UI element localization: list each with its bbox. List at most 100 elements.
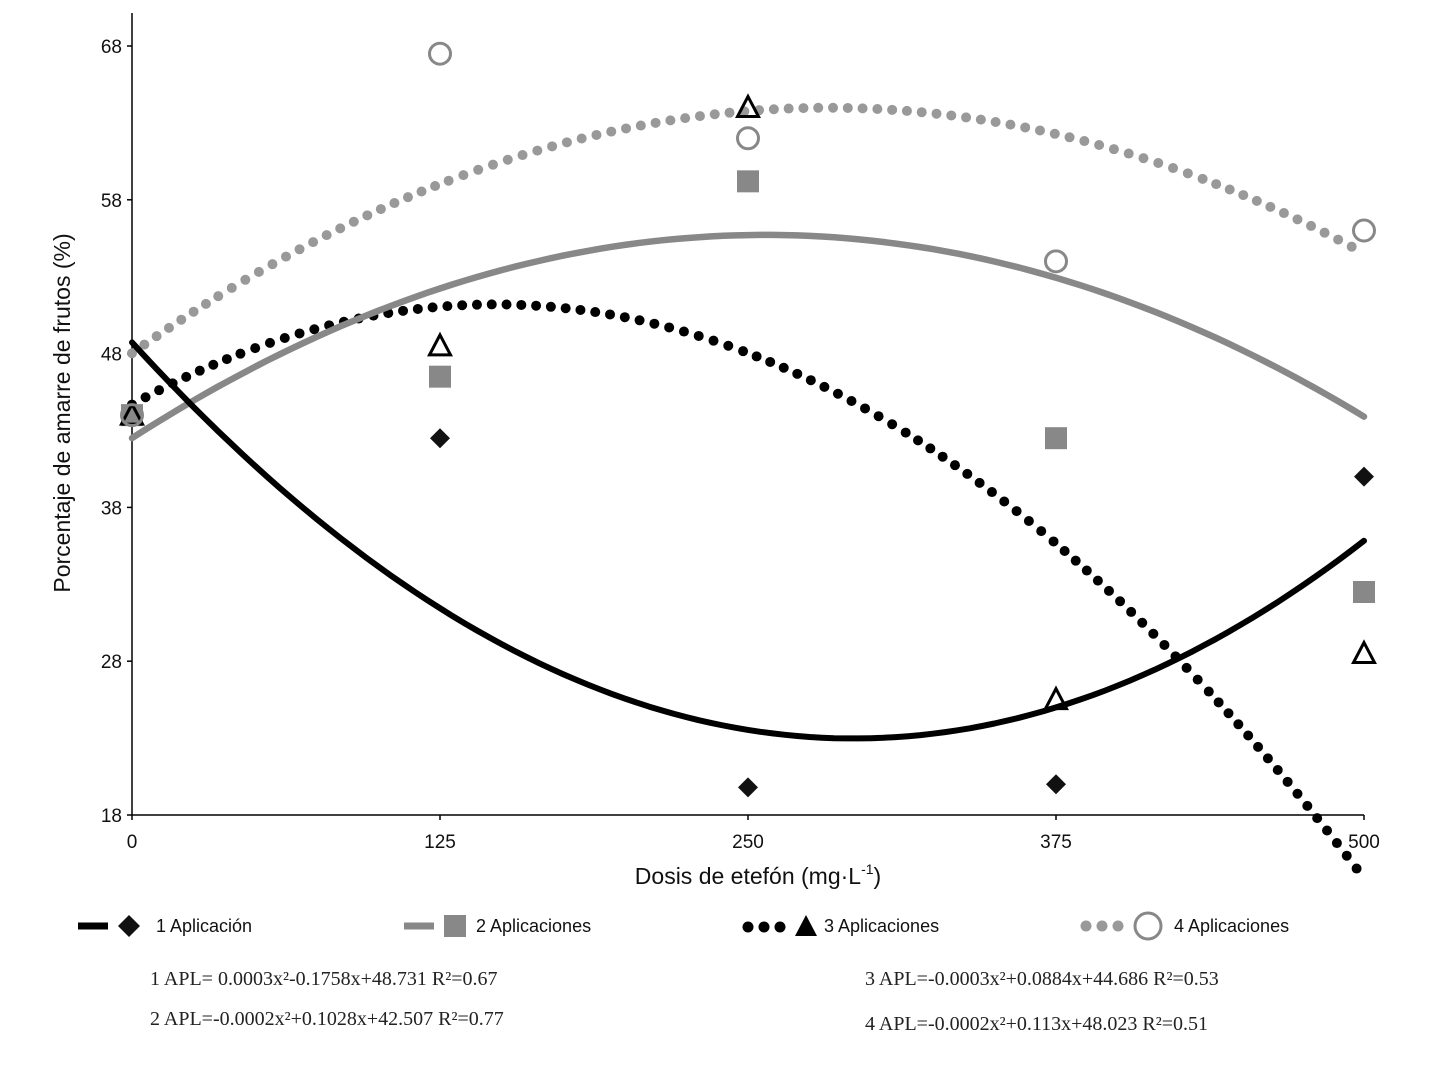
data-point-series-2 — [1045, 427, 1067, 450]
equation-3: 3 APL=-0.0003x²+0.0884x+44.686 R²=0.53 — [865, 968, 1219, 990]
trend-dot-series-3 — [1159, 639, 1170, 650]
trend-dot-series-3 — [962, 468, 973, 479]
trend-dot-series-3 — [516, 299, 527, 310]
trend-dot-series-4 — [798, 103, 809, 114]
trend-dot-series-3 — [1262, 753, 1273, 764]
trend-dot-series-3 — [279, 333, 290, 344]
trend-dot-series-3 — [1103, 585, 1114, 596]
trend-dot-series-3 — [309, 324, 320, 335]
legend-swatch-3 — [742, 915, 817, 936]
trend-dot-series-3 — [805, 375, 816, 386]
y-axis-label: Porcentaje de amarre de frutos (%) — [49, 233, 75, 592]
trend-dot-series-3 — [1322, 825, 1333, 836]
trend-dot-series-3 — [1048, 536, 1059, 547]
trend-dot-series-3 — [194, 365, 205, 376]
trend-dot-series-4 — [813, 102, 824, 113]
chart: 18 28 38 48 58 68 0 125 250 375 500 Porcentaje de … — [49, 13, 1380, 889]
trend-dot-series-3 — [974, 477, 985, 488]
trend-dot-series-4 — [650, 117, 661, 128]
data-point-series-3 — [735, 93, 761, 119]
trend-dot-series-3 — [221, 354, 232, 365]
trend-dot-series-3 — [1213, 697, 1224, 708]
trend-dot-series-3 — [1223, 708, 1234, 719]
trend-dot-series-4 — [443, 175, 454, 186]
data-point-series-3 — [427, 331, 453, 357]
trend-dot-series-3 — [913, 435, 924, 446]
axes: 18 28 38 48 58 68 0 125 250 375 500 — [101, 13, 1380, 853]
trend-dot-series-3 — [140, 392, 151, 403]
trend-dot-series-3 — [999, 496, 1010, 507]
trend-dot-series-3 — [723, 340, 734, 351]
x-tick-label: 250 — [732, 832, 764, 853]
data-point-series-4 — [1352, 218, 1376, 243]
trend-dot-series-4 — [151, 331, 162, 342]
trend-dot-series-4 — [1211, 179, 1222, 190]
trend-dot-series-3 — [235, 348, 246, 359]
trend-dot-series-3 — [471, 299, 482, 310]
trend-dot-series-3 — [619, 312, 630, 323]
x-tick-label: 0 — [127, 832, 138, 853]
trend-dot-series-3 — [442, 301, 453, 312]
trend-dot-series-3 — [873, 411, 884, 422]
trend-dot-series-4 — [946, 110, 957, 121]
trend-dot-series-4 — [1346, 241, 1357, 252]
legend-label-4: 4 Aplicaciones — [1174, 915, 1290, 936]
trend-dot-series-3 — [294, 328, 305, 339]
trend-dot-series-4 — [1224, 184, 1235, 195]
trend-dot-series-3 — [634, 315, 645, 326]
trend-dot-series-3 — [531, 300, 542, 311]
trend-line-series-2 — [128, 231, 1368, 442]
legend-swatch-4 — [1080, 911, 1163, 941]
data-point-series-2 — [737, 170, 759, 193]
trend-dot-series-4 — [1153, 157, 1164, 168]
trend-dot-series-3 — [545, 301, 556, 312]
trend-dot-series-3 — [605, 309, 616, 320]
legend-label-3: 3 Aplicaciones — [824, 915, 940, 936]
data-point-series-2 — [429, 365, 451, 388]
trend-dot-series-4 — [1292, 214, 1303, 225]
trend-dot-series-4 — [1278, 208, 1289, 219]
trend-dot-series-4 — [213, 291, 224, 302]
trend-dot-series-4 — [768, 104, 779, 115]
trend-dot-series-3 — [398, 305, 409, 316]
data-point-series-4 — [428, 41, 452, 66]
trend-line-series-1 — [129, 339, 1367, 742]
trend-dot-series-4 — [1079, 136, 1090, 147]
trend-dot-series-4 — [348, 216, 359, 227]
trend-dot-series-3 — [708, 335, 719, 346]
trend-dot-series-3 — [590, 307, 601, 318]
trend-dot-series-4 — [1251, 195, 1262, 206]
trend-dot-series-3 — [778, 362, 789, 373]
trend-dot-series-4 — [1197, 173, 1208, 184]
trend-dot-series-3 — [1059, 545, 1070, 556]
trend-dot-series-3 — [1282, 776, 1293, 787]
trend-dot-series-4 — [267, 259, 278, 270]
trend-dot-series-3 — [1272, 765, 1283, 776]
trend-dot-series-4 — [253, 266, 264, 277]
trend-dot-series-3 — [264, 337, 275, 348]
trend-dot-series-4 — [163, 322, 174, 333]
trend-dot-series-3 — [738, 346, 749, 357]
y-tick-label: 48 — [101, 345, 122, 366]
trend-dot-series-4 — [1005, 119, 1016, 130]
legend-item-4: 4 Aplicaciones — [1078, 906, 1289, 946]
legend-swatch-1 — [78, 915, 140, 937]
trend-dot-series-3 — [1023, 516, 1034, 527]
trend-dot-series-4 — [176, 314, 187, 325]
trend-dot-series-3 — [846, 395, 857, 406]
trend-dot-series-3 — [887, 419, 898, 430]
y-tick-label: 38 — [101, 498, 122, 519]
trend-dot-series-4 — [857, 103, 868, 114]
x-axis-label: Dosis de etefón (mg·L-1) — [635, 861, 881, 889]
trend-dot-series-4 — [694, 111, 705, 122]
trend-dot-series-4 — [321, 230, 332, 241]
trend-dot-series-3 — [1203, 686, 1214, 697]
data-point-series-2 — [121, 404, 143, 427]
trend-dot-series-4 — [606, 126, 617, 137]
trend-dot-series-4 — [1020, 122, 1031, 133]
trend-dot-series-4 — [487, 159, 498, 170]
trend-dot-series-3 — [412, 303, 423, 314]
trend-dot-series-3 — [664, 322, 675, 333]
trend-dot-series-4 — [547, 141, 558, 152]
trend-dot-series-3 — [819, 381, 830, 392]
